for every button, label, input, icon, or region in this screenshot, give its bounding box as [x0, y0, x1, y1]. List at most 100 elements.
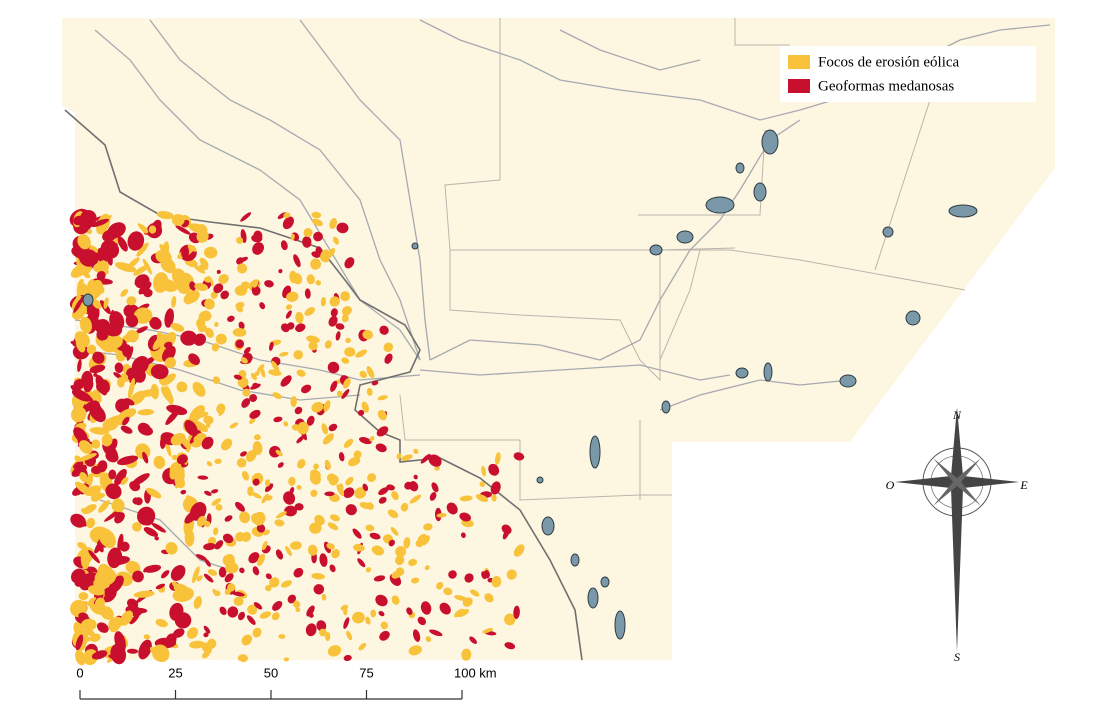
scale-label: 100 km [454, 665, 497, 680]
patch [242, 388, 251, 397]
patch [156, 211, 174, 220]
patch [506, 569, 517, 580]
patch [400, 454, 413, 461]
patch [99, 382, 110, 394]
patch [237, 654, 245, 662]
patch [127, 648, 139, 654]
patch [74, 579, 84, 587]
patch [365, 567, 372, 573]
patch [378, 496, 387, 504]
scale-label: 50 [264, 665, 278, 680]
patch [504, 642, 516, 650]
patch [174, 612, 192, 629]
patch [470, 589, 480, 597]
patch [256, 523, 266, 533]
patch [105, 483, 122, 500]
patch [241, 634, 253, 646]
patch [165, 542, 178, 555]
patch [278, 634, 286, 639]
patch [143, 526, 159, 537]
patch [78, 592, 89, 601]
patch [278, 269, 283, 274]
patch [376, 426, 389, 437]
lake [839, 374, 857, 388]
patch [342, 606, 348, 616]
lake [676, 230, 694, 244]
patch [290, 396, 297, 408]
patch [391, 570, 402, 579]
patch [92, 389, 102, 404]
patch [338, 483, 344, 492]
patch [186, 627, 199, 639]
lake [587, 587, 599, 609]
patch [127, 378, 136, 400]
patch [132, 570, 144, 583]
patch [218, 566, 227, 578]
patch [117, 377, 125, 388]
patch [319, 628, 327, 637]
patch [192, 381, 206, 397]
patch [365, 524, 375, 532]
patch [327, 645, 342, 657]
patch [237, 263, 248, 274]
patch [108, 616, 123, 632]
patch [379, 325, 389, 335]
legend-label: Geoformas medanosas [818, 78, 954, 94]
patch [306, 274, 315, 285]
patch [502, 528, 510, 540]
patch [189, 281, 197, 291]
patch [271, 360, 280, 373]
patch [296, 369, 306, 377]
patch [91, 218, 109, 227]
patch [93, 372, 98, 377]
patch [475, 494, 489, 503]
patch [193, 435, 202, 445]
patch [292, 600, 301, 608]
patch [283, 491, 296, 505]
patch [429, 629, 443, 637]
patch [104, 508, 123, 522]
patch [180, 330, 198, 346]
patch [420, 453, 431, 464]
patch [324, 340, 332, 349]
patch [395, 546, 407, 558]
patch [74, 481, 92, 496]
patch [252, 286, 261, 296]
patch [220, 290, 229, 300]
patch [289, 487, 295, 494]
patch [161, 373, 176, 386]
patch [213, 283, 224, 294]
patch [328, 315, 338, 327]
lake [570, 553, 580, 567]
patch [388, 539, 395, 547]
patch [313, 584, 325, 595]
patch [70, 513, 86, 528]
patch [206, 638, 217, 649]
patch [156, 331, 165, 347]
legend-swatch [788, 55, 810, 69]
patch [77, 278, 84, 289]
patch [264, 479, 271, 487]
patch [417, 533, 428, 544]
patch [341, 357, 350, 364]
patch [79, 316, 92, 334]
legend-swatch [788, 79, 810, 93]
patch [170, 433, 186, 446]
patch [79, 472, 88, 483]
patch [280, 240, 288, 251]
patch [215, 333, 227, 345]
compass-east: E [1019, 478, 1028, 492]
patch [313, 231, 323, 242]
patch [77, 359, 82, 373]
patch [357, 409, 365, 416]
patch [425, 636, 432, 643]
patch [391, 595, 400, 605]
patch [128, 236, 142, 249]
patch [71, 389, 92, 402]
compass-north: N [952, 408, 962, 422]
patch [139, 425, 153, 436]
patch [464, 573, 474, 583]
patch [283, 421, 289, 427]
patch [117, 236, 128, 252]
